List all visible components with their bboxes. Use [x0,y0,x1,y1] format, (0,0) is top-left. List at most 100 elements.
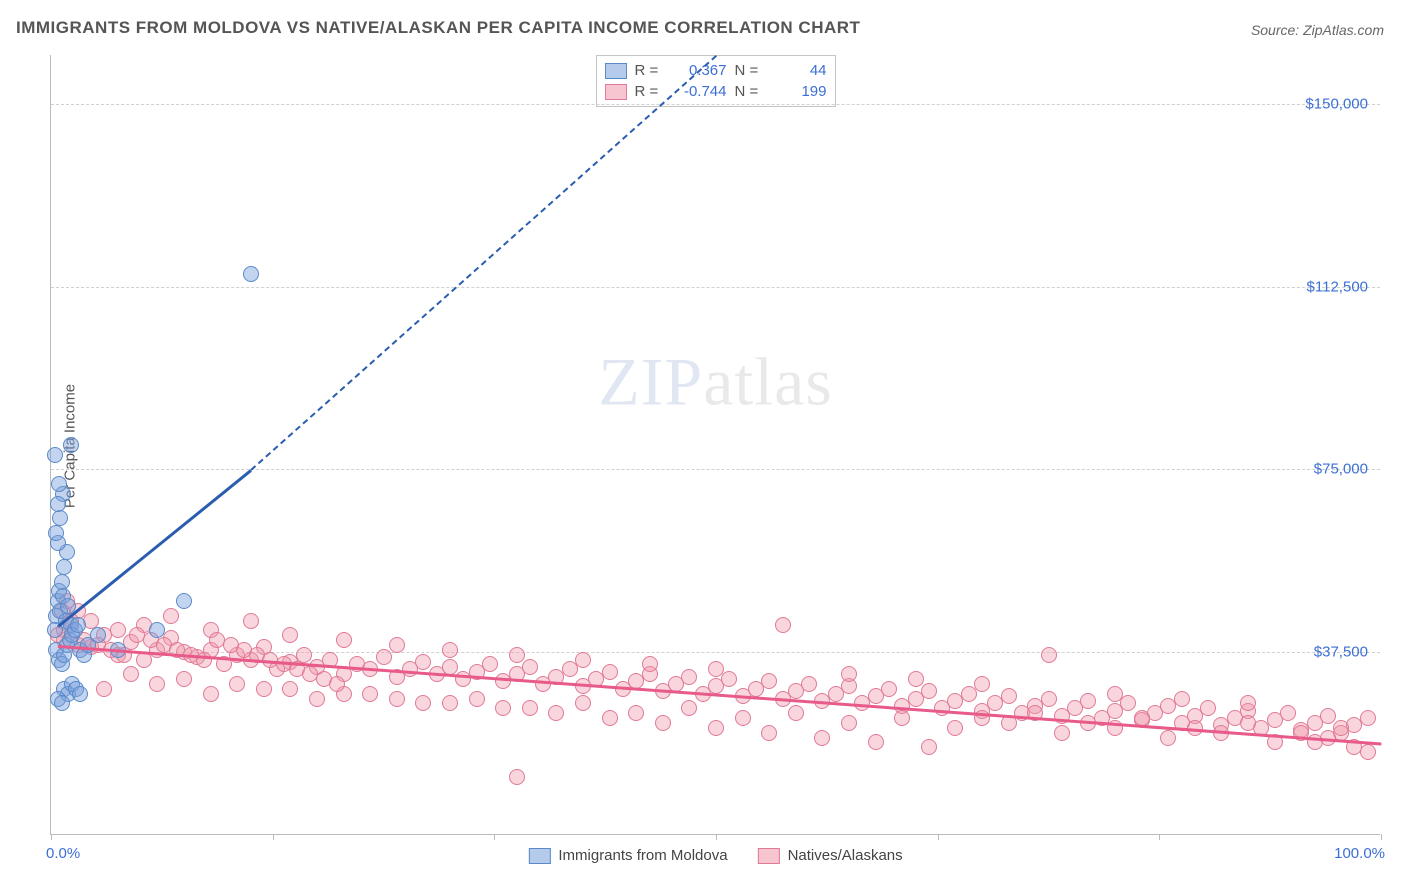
data-point-pink [362,686,378,702]
data-point-blue [70,617,86,633]
data-point-pink [921,739,937,755]
data-point-pink [123,666,139,682]
source-label: Source: [1251,22,1299,38]
stats-row-pink: R = -0.744 N = 199 [605,81,827,102]
data-point-pink [149,676,165,692]
data-point-pink [509,647,525,663]
data-point-blue [72,686,88,702]
data-point-pink [329,676,345,692]
xtick [938,834,939,840]
data-point-pink [415,695,431,711]
source-name: ZipAtlas.com [1303,22,1384,38]
data-point-blue [47,447,63,463]
data-point-pink [296,647,312,663]
data-point-pink [602,664,618,680]
r-label: R = [635,62,663,79]
data-point-blue [50,496,66,512]
data-point-pink [469,691,485,707]
data-point-pink [442,659,458,675]
data-point-pink [1240,695,1256,711]
data-point-pink [721,671,737,687]
data-point-pink [814,730,830,746]
correlation-stats-box: R = 0.367 N = 44 R = -0.744 N = 199 [596,55,836,107]
legend-item-blue: Immigrants from Moldova [528,847,727,864]
data-point-pink [841,666,857,682]
xtick [494,834,495,840]
swatch-pink-icon [605,84,627,100]
n-label: N = [735,83,763,100]
legend-pink-label: Natives/Alaskans [788,847,903,864]
data-point-pink [522,659,538,675]
watermark-atlas: atlas [703,344,833,420]
legend-item-pink: Natives/Alaskans [758,847,903,864]
data-point-pink [681,700,697,716]
data-point-pink [482,656,498,672]
xtick [1381,834,1382,840]
data-point-pink [894,710,910,726]
data-point-pink [1120,695,1136,711]
data-point-pink [1280,705,1296,721]
ytick-label: $150,000 [1305,95,1368,112]
data-point-pink [1320,708,1336,724]
data-point-pink [309,691,325,707]
data-point-pink [389,691,405,707]
data-point-pink [708,720,724,736]
data-point-pink [1041,647,1057,663]
data-point-pink [1174,691,1190,707]
data-point-blue [63,437,79,453]
data-point-pink [495,700,511,716]
data-point-pink [1360,710,1376,726]
data-point-pink [1200,700,1216,716]
xtick [1159,834,1160,840]
xtick [716,834,717,840]
data-point-pink [868,734,884,750]
data-point-pink [761,673,777,689]
data-point-pink [376,649,392,665]
data-point-pink [801,676,817,692]
data-point-blue [54,695,70,711]
watermark: ZIPatlas [598,343,833,422]
data-point-pink [1333,720,1349,736]
data-point-blue [243,266,259,282]
data-point-pink [1041,691,1057,707]
data-point-pink [1080,693,1096,709]
data-point-pink [775,617,791,633]
data-point-blue [48,525,64,541]
ytick-label: $37,500 [1314,644,1368,661]
trendline-blue-extrapolated [250,55,717,471]
data-point-pink [642,656,658,672]
data-point-blue [90,627,106,643]
data-point-pink [282,627,298,643]
data-point-pink [628,705,644,721]
data-point-pink [908,671,924,687]
data-point-pink [442,695,458,711]
data-point-pink [256,681,272,697]
ytick-label: $75,000 [1314,461,1368,478]
data-point-pink [708,661,724,677]
data-point-pink [1107,686,1123,702]
data-point-pink [735,710,751,726]
data-point-pink [176,671,192,687]
data-point-pink [522,700,538,716]
data-point-pink [442,642,458,658]
data-point-pink [575,695,591,711]
data-point-pink [163,608,179,624]
data-point-blue [149,622,165,638]
scatter-plot-area: ZIPatlas R = 0.367 N = 44 R = -0.744 N =… [50,55,1380,835]
data-point-pink [602,710,618,726]
data-point-pink [921,683,937,699]
xlim-min-label: 0.0% [46,845,80,862]
r-label: R = [635,83,663,100]
pink-n-value: 199 [771,83,827,100]
trendline-blue [57,470,251,628]
legend-blue-label: Immigrants from Moldova [558,847,727,864]
stats-row-blue: R = 0.367 N = 44 [605,60,827,81]
data-point-pink [788,705,804,721]
legend-swatch-pink-icon [758,848,780,864]
data-point-pink [974,676,990,692]
data-point-pink [415,654,431,670]
data-point-pink [203,686,219,702]
data-point-pink [110,622,126,638]
data-point-pink [243,613,259,629]
n-label: N = [735,62,763,79]
